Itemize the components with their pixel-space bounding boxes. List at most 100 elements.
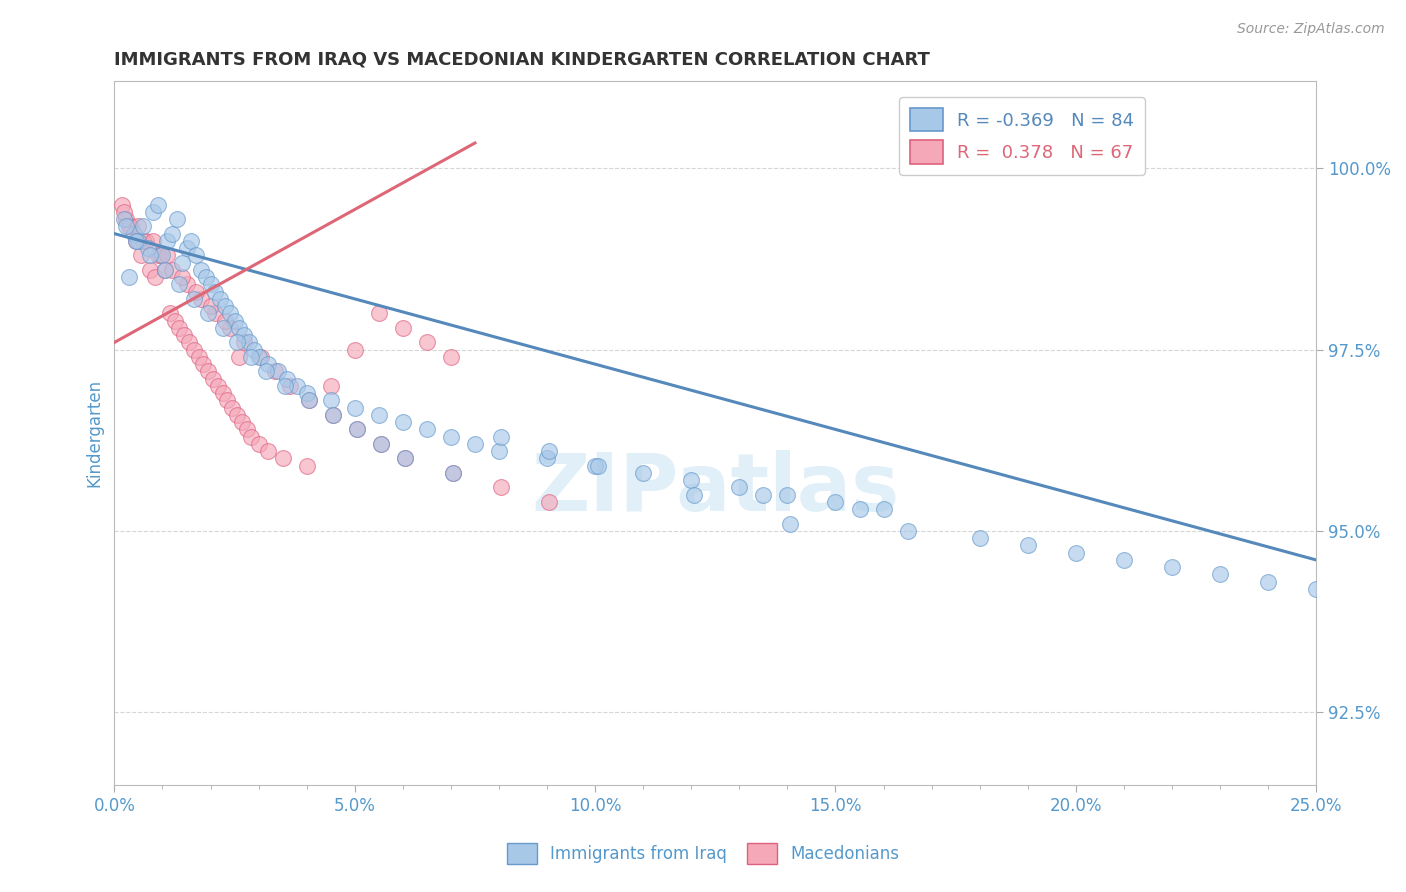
- Point: [1017, 538, 1039, 552]
- Point: [170, 270, 193, 285]
- Text: Source: ZipAtlas.com: Source: ZipAtlas.com: [1237, 22, 1385, 37]
- Point: [728, 480, 751, 494]
- Point: [143, 270, 166, 285]
- Point: [118, 219, 141, 234]
- Point: [214, 299, 236, 313]
- Point: [824, 495, 846, 509]
- Point: [146, 248, 169, 262]
- Point: [370, 437, 392, 451]
- Point: [125, 234, 148, 248]
- Point: [538, 495, 561, 509]
- Point: [240, 430, 263, 444]
- Point: [257, 357, 280, 371]
- Point: [1112, 553, 1135, 567]
- Point: [583, 458, 606, 473]
- Point: [298, 393, 321, 408]
- Point: [440, 350, 463, 364]
- Point: [392, 321, 415, 335]
- Point: [848, 502, 870, 516]
- Point: [231, 415, 253, 429]
- Point: [322, 408, 344, 422]
- Point: [190, 263, 212, 277]
- Point: [122, 227, 145, 241]
- Point: [536, 451, 558, 466]
- Point: [152, 248, 174, 262]
- Point: [1064, 546, 1087, 560]
- Point: [194, 270, 217, 285]
- Point: [211, 321, 233, 335]
- Point: [416, 335, 439, 350]
- Point: [190, 292, 212, 306]
- Point: [416, 422, 439, 436]
- Legend: R = -0.369   N = 84, R =  0.378   N = 67: R = -0.369 N = 84, R = 0.378 N = 67: [900, 97, 1144, 175]
- Point: [394, 451, 416, 466]
- Point: [153, 263, 176, 277]
- Legend: Immigrants from Iraq, Macedonians: Immigrants from Iraq, Macedonians: [501, 837, 905, 871]
- Point: [176, 241, 198, 255]
- Point: [538, 444, 561, 458]
- Point: [218, 306, 240, 320]
- Point: [681, 473, 703, 487]
- Point: [346, 422, 368, 436]
- Point: [163, 313, 186, 327]
- Point: [1305, 582, 1327, 596]
- Point: [139, 263, 162, 277]
- Point: [440, 430, 463, 444]
- Point: [214, 313, 236, 327]
- Point: [217, 393, 239, 408]
- Point: [897, 524, 920, 538]
- Point: [228, 321, 250, 335]
- Point: [132, 219, 155, 234]
- Point: [233, 335, 256, 350]
- Point: [228, 350, 250, 364]
- Point: [1209, 567, 1232, 582]
- Point: [491, 480, 513, 494]
- Point: [142, 205, 165, 219]
- Point: [226, 335, 249, 350]
- Point: [136, 241, 159, 255]
- Point: [586, 458, 609, 473]
- Point: [776, 488, 799, 502]
- Point: [240, 350, 263, 364]
- Point: [631, 466, 654, 480]
- Point: [370, 437, 392, 451]
- Point: [346, 422, 368, 436]
- Point: [132, 234, 155, 248]
- Point: [319, 393, 342, 408]
- Point: [111, 197, 134, 211]
- Point: [224, 313, 246, 327]
- Point: [247, 437, 270, 451]
- Point: [394, 451, 416, 466]
- Point: [112, 212, 135, 227]
- Point: [204, 285, 226, 299]
- Point: [180, 234, 202, 248]
- Point: [183, 292, 205, 306]
- Point: [146, 197, 169, 211]
- Point: [752, 488, 775, 502]
- Point: [115, 212, 138, 227]
- Point: [209, 292, 232, 306]
- Point: [176, 277, 198, 292]
- Point: [127, 234, 149, 248]
- Point: [135, 234, 157, 248]
- Point: [187, 350, 209, 364]
- Point: [247, 350, 270, 364]
- Point: [218, 321, 240, 335]
- Point: [235, 422, 257, 436]
- Point: [969, 531, 991, 545]
- Point: [257, 444, 280, 458]
- Point: [274, 379, 297, 393]
- Point: [441, 466, 464, 480]
- Point: [464, 437, 486, 451]
- Point: [367, 306, 389, 320]
- Point: [120, 219, 142, 234]
- Point: [267, 364, 290, 378]
- Point: [166, 212, 188, 227]
- Point: [441, 466, 464, 480]
- Point: [271, 451, 294, 466]
- Point: [200, 299, 222, 313]
- Point: [201, 372, 224, 386]
- Point: [160, 263, 183, 277]
- Point: [392, 415, 415, 429]
- Point: [278, 379, 301, 393]
